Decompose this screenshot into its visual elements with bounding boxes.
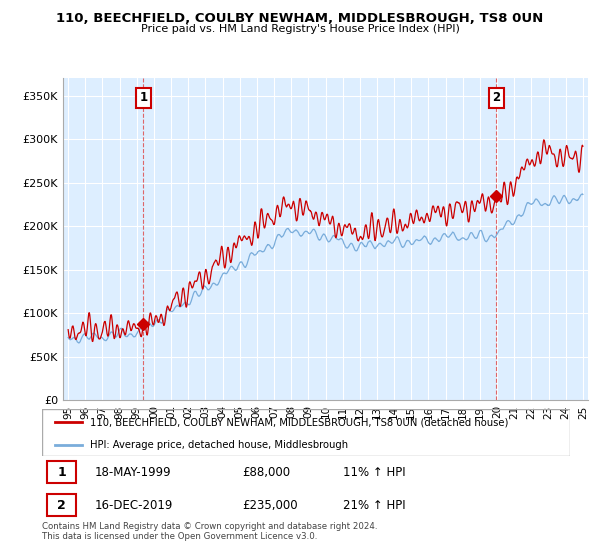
Text: £88,000: £88,000 bbox=[242, 465, 291, 479]
Text: HPI: Average price, detached house, Middlesbrough: HPI: Average price, detached house, Midd… bbox=[89, 440, 347, 450]
Text: 110, BEECHFIELD, COULBY NEWHAM, MIDDLESBROUGH, TS8 0UN: 110, BEECHFIELD, COULBY NEWHAM, MIDDLESB… bbox=[56, 12, 544, 25]
Text: 2: 2 bbox=[493, 91, 500, 104]
Text: 1: 1 bbox=[139, 91, 148, 104]
Text: 2: 2 bbox=[58, 498, 66, 512]
Text: Price paid vs. HM Land Registry's House Price Index (HPI): Price paid vs. HM Land Registry's House … bbox=[140, 24, 460, 34]
Text: 1: 1 bbox=[58, 465, 66, 479]
Text: 16-DEC-2019: 16-DEC-2019 bbox=[95, 498, 173, 512]
Text: 21% ↑ HPI: 21% ↑ HPI bbox=[343, 498, 406, 512]
Text: 18-MAY-1999: 18-MAY-1999 bbox=[95, 465, 172, 479]
Bar bbox=[47, 494, 76, 516]
Text: 11% ↑ HPI: 11% ↑ HPI bbox=[343, 465, 406, 479]
Text: 110, BEECHFIELD, COULBY NEWHAM, MIDDLESBROUGH, TS8 0UN (detached house): 110, BEECHFIELD, COULBY NEWHAM, MIDDLESB… bbox=[89, 417, 508, 427]
Bar bbox=[47, 461, 76, 483]
Text: Contains HM Land Registry data © Crown copyright and database right 2024.
This d: Contains HM Land Registry data © Crown c… bbox=[42, 522, 377, 542]
Text: £235,000: £235,000 bbox=[242, 498, 298, 512]
